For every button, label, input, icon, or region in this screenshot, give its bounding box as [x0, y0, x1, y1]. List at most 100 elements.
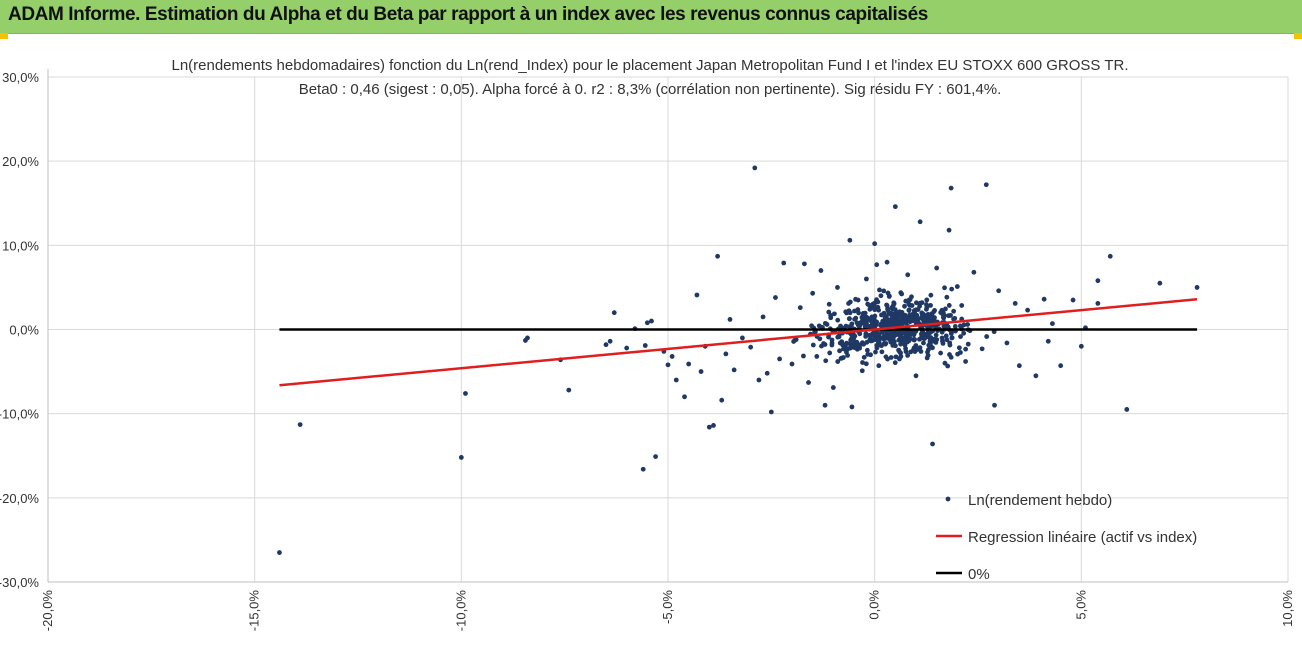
data-point — [877, 287, 882, 293]
data-point — [852, 345, 858, 351]
data-point — [773, 295, 778, 300]
data-point — [899, 291, 905, 297]
data-point — [764, 370, 770, 376]
data-point — [893, 354, 899, 360]
data-point — [748, 344, 754, 350]
data-point — [898, 354, 904, 359]
data-point — [944, 294, 950, 300]
data-point — [566, 387, 572, 393]
data-point — [864, 296, 869, 302]
data-point — [875, 306, 880, 312]
data-point — [919, 332, 925, 337]
data-point — [884, 303, 890, 309]
data-point — [917, 336, 922, 342]
data-point — [812, 329, 818, 335]
data-point — [665, 362, 671, 368]
data-point — [893, 321, 899, 326]
data-point — [905, 272, 911, 278]
data-point — [849, 404, 855, 410]
data-point — [917, 300, 923, 306]
data-point — [607, 338, 613, 344]
data-point — [902, 336, 907, 342]
data-point — [822, 402, 828, 408]
data-point — [983, 182, 989, 188]
data-point — [868, 332, 874, 338]
data-point — [642, 343, 648, 348]
data-point — [1095, 278, 1101, 284]
data-point — [940, 338, 945, 344]
data-point — [865, 351, 871, 357]
data-point — [711, 423, 716, 428]
data-point — [874, 319, 880, 325]
corner-marker-right — [1294, 33, 1302, 39]
corner-marker-left — [0, 33, 8, 39]
data-point — [802, 261, 807, 267]
data-point — [928, 303, 933, 308]
data-point — [868, 338, 874, 344]
data-point — [768, 409, 774, 415]
data-point — [914, 316, 920, 321]
data-point — [872, 241, 878, 247]
data-point — [806, 380, 811, 385]
data-point — [949, 335, 955, 341]
data-point — [760, 314, 766, 320]
data-point — [958, 350, 963, 355]
data-point — [881, 288, 887, 294]
data-point — [277, 550, 282, 555]
data-point — [890, 306, 896, 312]
data-point — [624, 345, 630, 351]
data-point — [924, 313, 930, 319]
legend-marker-points — [945, 496, 951, 502]
data-point — [886, 293, 892, 299]
data-point — [930, 441, 935, 447]
y-tick-label: -20,0% — [0, 491, 39, 506]
data-point — [809, 323, 815, 329]
data-point — [905, 318, 911, 324]
data-point — [756, 377, 762, 383]
data-point — [947, 342, 953, 348]
y-tick-label: 0,0% — [9, 323, 39, 338]
data-point — [956, 345, 962, 351]
data-point — [878, 293, 884, 299]
data-point — [848, 337, 854, 343]
data-point — [1016, 363, 1022, 369]
data-point — [928, 292, 934, 298]
data-point — [893, 343, 898, 349]
x-tick-label: -15,0% — [247, 590, 262, 632]
data-point — [810, 342, 816, 348]
header-title: ADAM Informe. Estimation du Alpha et du … — [8, 4, 928, 25]
data-point — [917, 219, 923, 225]
data-point — [892, 204, 898, 210]
data-point — [523, 338, 528, 343]
data-point — [934, 265, 940, 271]
data-point — [914, 300, 919, 306]
data-point — [864, 276, 869, 282]
data-point — [843, 323, 849, 329]
data-point — [945, 324, 951, 330]
legend-label-points: Ln(rendement hebdo) — [968, 492, 1112, 509]
data-point — [887, 320, 893, 325]
data-point — [942, 285, 947, 291]
data-point — [909, 315, 915, 320]
data-point — [900, 321, 905, 327]
data-point — [946, 227, 952, 233]
data-point — [850, 333, 856, 339]
y-tick-label: 30,0% — [2, 70, 39, 85]
data-point — [921, 340, 926, 346]
data-point — [686, 361, 692, 367]
data-points — [277, 165, 1200, 555]
data-point — [906, 297, 912, 303]
data-point — [839, 340, 845, 346]
data-point — [961, 330, 967, 336]
data-point — [855, 322, 861, 328]
data-point — [859, 340, 865, 346]
data-point — [752, 165, 758, 171]
data-point — [943, 306, 948, 312]
data-point — [458, 455, 464, 460]
data-point — [971, 269, 977, 275]
data-point — [797, 305, 803, 311]
data-point — [965, 322, 971, 327]
data-point — [731, 367, 737, 373]
data-point — [938, 310, 944, 315]
data-point — [860, 360, 865, 365]
